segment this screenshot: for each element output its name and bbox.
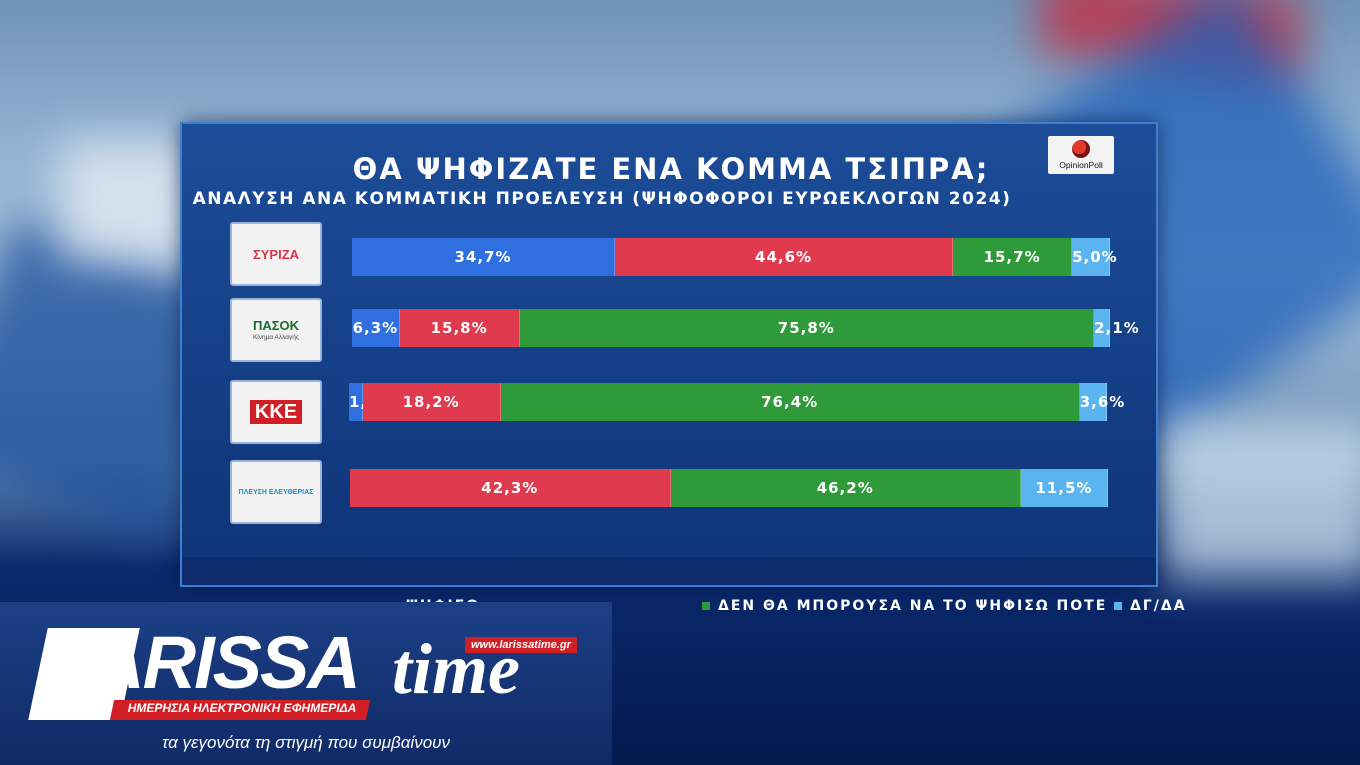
party-logo-name: ΚΚΕ <box>249 400 303 424</box>
legend-item-never: ΔΕΝ ΘΑ ΜΠΟΡΟΥΣΑ ΝΑ ΤΟ ΨΗΦΙΣΩ ΠΟΤΕ <box>702 598 1107 614</box>
party-logo-name: ΠΑΣΟΚ <box>252 318 300 333</box>
pollster-dot-icon <box>1072 140 1090 158</box>
background-light-shape <box>60 140 200 260</box>
chart-subtitle: ΑΝΑΛΥΣΗ ΑΝΑ ΚΟΜΜΑΤΙΚΗ ΠΡΟΕΛΕΥΣΗ (ΨΗΦΟΦΟΡ… <box>192 189 1012 209</box>
party-logo-name: ΠΛΕΥΣΗ ΕΛΕΥΘΕΡΙΑΣ <box>238 488 314 496</box>
data-label: 15,8% <box>430 319 488 337</box>
data-label: 34,7% <box>454 248 512 266</box>
bar-segment: 11,5% <box>1020 469 1108 507</box>
brand-tagline: ΗΜΕΡΗΣΙΑ ΗΛΕΚΤΡΟΝΙΚΗ ΕΦΗΜΕΡΙΔΑ <box>127 701 357 715</box>
data-label: 15,7% <box>983 248 1041 266</box>
legend-item-dk: ΔΓ/ΔΑ <box>1114 598 1187 614</box>
bar-row-0: 34,7% 44,6% 15,7% 5,0% <box>352 238 1117 276</box>
bar-row-3: 42,3% 46,2% 11,5% <box>350 469 1108 507</box>
data-label: 46,2% <box>816 479 874 497</box>
party-logo-0: ΣΥΡΙΖΑ <box>230 222 322 286</box>
bar-segment: 15,8% <box>399 309 520 347</box>
legend-item-dk-label: ΔΓ/ΔΑ <box>1130 598 1187 614</box>
data-label: 75,8% <box>777 319 835 337</box>
panel-footer-strip <box>182 557 1156 585</box>
bar-row-1: 6,3% 15,8% 75,8% 2,1% <box>352 309 1139 347</box>
data-label: 44,6% <box>755 248 813 266</box>
brand-slogan: τα γεγονότα τη στιγμή που συμβαίνουν <box>161 733 451 752</box>
bar-segment: 42,3% <box>350 469 671 507</box>
data-label: 3,6% <box>1079 393 1126 411</box>
data-label: 76,4% <box>761 393 819 411</box>
data-label: 18,2% <box>402 393 460 411</box>
bar-segment: 75,8% <box>519 309 1095 347</box>
pollster-name: OpinionPoll <box>1059 160 1103 170</box>
party-logo-1: ΠΑΣΟΚ Κίνημα Αλλαγής <box>230 298 322 362</box>
legend-item-never-label: ΔΕΝ ΘΑ ΜΠΟΡΟΥΣΑ ΝΑ ΤΟ ΨΗΦΙΣΩ ΠΟΤΕ <box>718 598 1108 614</box>
brand-url: www.larissatime.gr <box>465 637 577 653</box>
party-logo-3: ΠΛΕΥΣΗ ΕΛΕΥΘΕΡΙΑΣ <box>230 460 322 524</box>
bar-segment: 15,7% <box>953 238 1073 276</box>
party-logo-2: ΚΚΕ <box>230 380 322 444</box>
bar-row-2: 1,8% 18,2% 76,4% 3,6% <box>349 383 1124 421</box>
data-label: 5,0% <box>1072 248 1118 266</box>
data-label: 6,3% <box>352 319 399 337</box>
chart-panel: ΘΑ ΨΗΦΙΖΑΤΕ ΕΝΑ ΚΟΜΜΑ ΤΣΙΠΡΑ; ΑΝΑΛΥΣΗ ΑΝ… <box>180 122 1158 587</box>
data-label: 2,1% <box>1094 319 1140 337</box>
bar-segment: 3,6% <box>1079 383 1124 421</box>
data-label: 11,5% <box>1035 479 1093 497</box>
bar-segment: 46,2% <box>670 469 1021 507</box>
legend-swatch-lightblue <box>1114 602 1122 610</box>
bar-segment: 18,2% <box>362 383 501 421</box>
chart-title: ΘΑ ΨΗΦΙΖΑΤΕ ΕΝΑ ΚΟΜΜΑ ΤΣΙΠΡΑ; <box>352 152 990 186</box>
bar-segment: 44,6% <box>615 238 954 276</box>
party-logo-sub: Κίνημα Αλλαγής <box>252 334 300 341</box>
background-light-shape-right <box>1160 420 1360 580</box>
brand-name: LARISSA <box>48 621 361 704</box>
bar-segment: 2,1% <box>1094 309 1139 347</box>
bar-segment: 5,0% <box>1072 238 1117 276</box>
bar-segment: 34,7% <box>352 238 616 276</box>
data-label: 42,3% <box>481 479 539 497</box>
pollster-logo: OpinionPoll <box>1048 136 1114 174</box>
bar-segment: 6,3% <box>352 309 400 347</box>
bar-segment: 76,4% <box>500 383 1080 421</box>
bar-segment: 1,8% <box>349 383 394 421</box>
legend-swatch-green <box>702 602 710 610</box>
brand-banner: LARISSA time www.larissatime.gr ΗΜΕΡΗΣΙΑ… <box>0 602 612 765</box>
party-logo-name: ΣΥΡΙΖΑ <box>252 246 300 262</box>
